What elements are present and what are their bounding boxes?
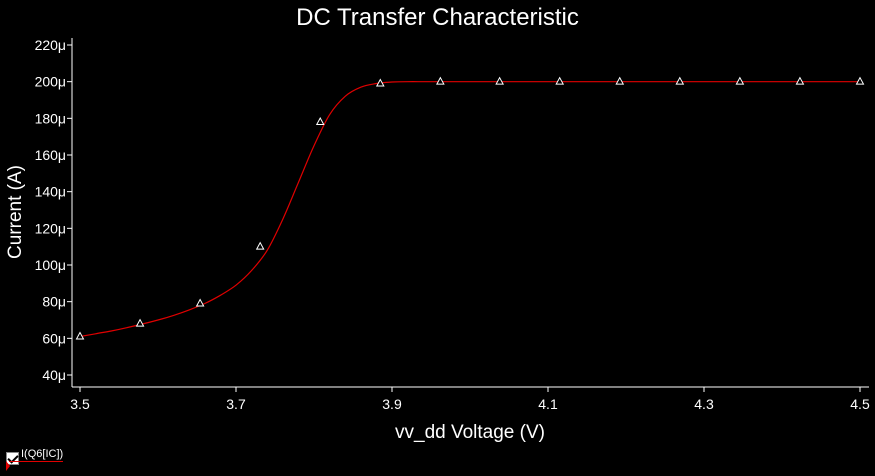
legend-label: I(Q6[IC]) <box>8 448 64 464</box>
x-tick-label: 3.9 <box>382 396 402 412</box>
y-tick-label: 100μ <box>35 257 66 273</box>
chart-title: DC Transfer Characteristic <box>296 4 579 31</box>
data-point-marker <box>675 76 685 85</box>
legend-checkbox[interactable] <box>6 452 19 471</box>
data-point-marker <box>436 76 445 85</box>
y-tick-label: 160μ <box>35 147 66 163</box>
x-tick-label: 3.7 <box>226 396 246 412</box>
data-point-marker <box>75 331 85 340</box>
series-line <box>79 81 860 338</box>
data-point-marker <box>855 76 865 85</box>
y-tick-label: 200μ <box>35 74 66 90</box>
x-ticks: 3.5 3.7 3.9 4.1 4.3 4.5 <box>70 387 870 412</box>
y-tick-label: 80μ <box>42 294 66 310</box>
y-tick-label: 220μ <box>35 37 66 53</box>
data-point-marker <box>255 241 265 250</box>
x-tick-label: 4.1 <box>538 396 558 412</box>
y-ticks: 40μ 60μ 80μ 100μ 120μ 140μ 160μ 180μ 200μ 220μ <box>35 37 72 383</box>
data-point-marker <box>315 116 325 125</box>
data-point-marker <box>735 76 745 85</box>
data-point-marker <box>795 76 805 85</box>
x-tick-label: 4.5 <box>850 396 870 412</box>
y-tick-label: 40μ <box>42 367 66 383</box>
y-axis-label: Current (A) <box>5 165 26 259</box>
legend: I(Q6[IC]) <box>6 448 64 471</box>
data-point-marker <box>495 76 504 85</box>
y-tick-label: 120μ <box>35 220 66 236</box>
y-tick-label: 60μ <box>42 330 66 346</box>
x-tick-label: 4.3 <box>694 396 714 412</box>
x-axis-label: vv_dd Voltage (V) <box>395 422 545 443</box>
data-point-marker <box>375 78 385 87</box>
y-tick-label: 180μ <box>35 110 66 126</box>
data-point-marker <box>135 318 145 327</box>
series-markers <box>75 76 865 340</box>
legend-marker-icon <box>6 461 10 471</box>
y-tick-label: 140μ <box>35 184 66 200</box>
x-tick-label: 3.5 <box>70 396 90 412</box>
data-point-marker <box>195 298 205 307</box>
data-point-marker <box>555 76 565 85</box>
data-point-marker <box>615 76 625 85</box>
